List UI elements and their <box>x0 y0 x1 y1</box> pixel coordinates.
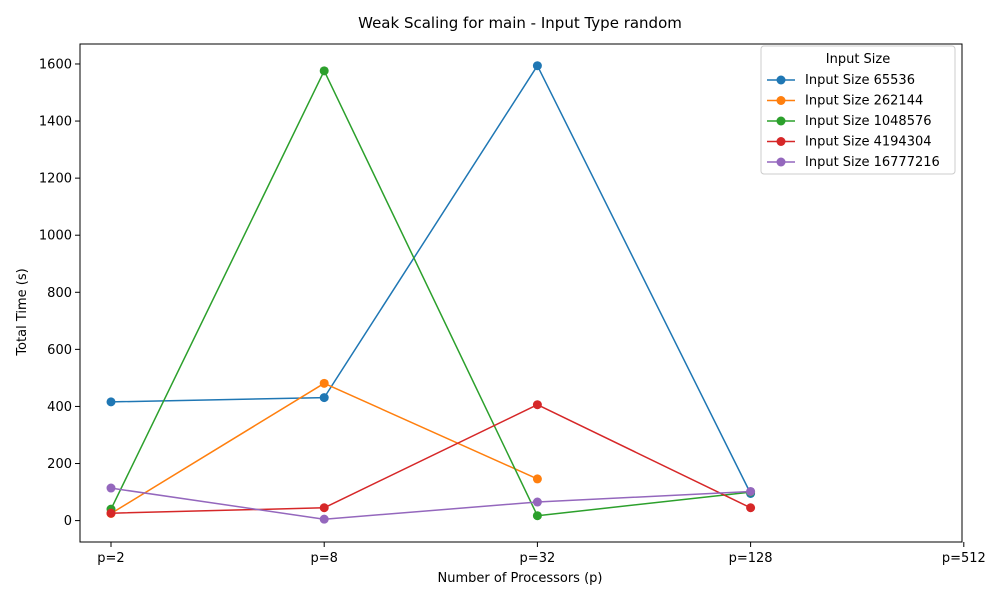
y-tick-label: 800 <box>47 286 72 301</box>
data-point <box>532 61 542 71</box>
series-line <box>110 382 538 515</box>
data-point <box>746 486 756 496</box>
legend-marker <box>776 96 786 105</box>
x-axis-label: Number of Processors (p) <box>438 571 603 586</box>
data-point <box>319 66 329 76</box>
legend-entry-label: Input Size 16777216 <box>805 155 940 170</box>
plot-area: p=2 p=8 p=32 p=128 p=512 0 200 400 600 800 1000 120… <box>39 43 986 566</box>
legend-entry-label: Input Size 262144 <box>805 94 923 109</box>
data-point <box>532 400 542 410</box>
y-axis-label: Total Time (s) <box>15 268 30 356</box>
legend-marker <box>776 116 786 126</box>
data-point <box>319 378 329 388</box>
data-point <box>319 393 329 403</box>
series-line <box>110 64 752 494</box>
chart-title: Weak Scaling for main - Input Type rando… <box>358 14 682 32</box>
y-tick-label: 1400 <box>39 115 72 130</box>
data-point <box>532 511 542 521</box>
legend-box <box>760 45 956 175</box>
legend-entry-label: Input Size 65536 <box>805 73 915 88</box>
y-tick-label: 1000 <box>39 229 72 244</box>
y-tick-label: 600 <box>47 343 72 358</box>
x-tick-label: p=8 <box>310 551 337 566</box>
legend-marker <box>776 75 786 85</box>
x-tick-label: p=32 <box>520 551 556 566</box>
legend-title: Input Size <box>826 52 890 67</box>
legend-marker <box>776 137 786 146</box>
series-line <box>110 70 751 517</box>
data-point <box>106 508 116 518</box>
y-tick-label: 200 <box>47 457 72 472</box>
x-tick-label: p=512 <box>942 551 986 566</box>
data-point <box>319 514 329 524</box>
x-tick-label: p=2 <box>97 551 124 566</box>
y-tick-label: 1200 <box>39 172 72 187</box>
data-point <box>319 503 329 513</box>
data-point <box>746 503 756 513</box>
data-point <box>106 397 116 407</box>
y-tick-label: 0 <box>64 514 72 529</box>
x-tick-label: p=128 <box>729 551 773 566</box>
series-line <box>110 487 751 520</box>
data-point <box>532 497 542 507</box>
y-tick-label: 1600 <box>39 57 72 72</box>
y-tick-label: 400 <box>47 400 72 415</box>
legend: Input Size Input Size 65536 Input Size 26… <box>760 45 956 175</box>
plot-frame <box>79 43 963 543</box>
data-point <box>106 483 116 493</box>
legend-entry-label: Input Size 1048576 <box>805 114 932 129</box>
legend-marker <box>776 157 786 167</box>
legend-entry-label: Input Size 4194304 <box>805 135 932 150</box>
data-point <box>532 474 542 484</box>
series-line <box>110 403 751 514</box>
